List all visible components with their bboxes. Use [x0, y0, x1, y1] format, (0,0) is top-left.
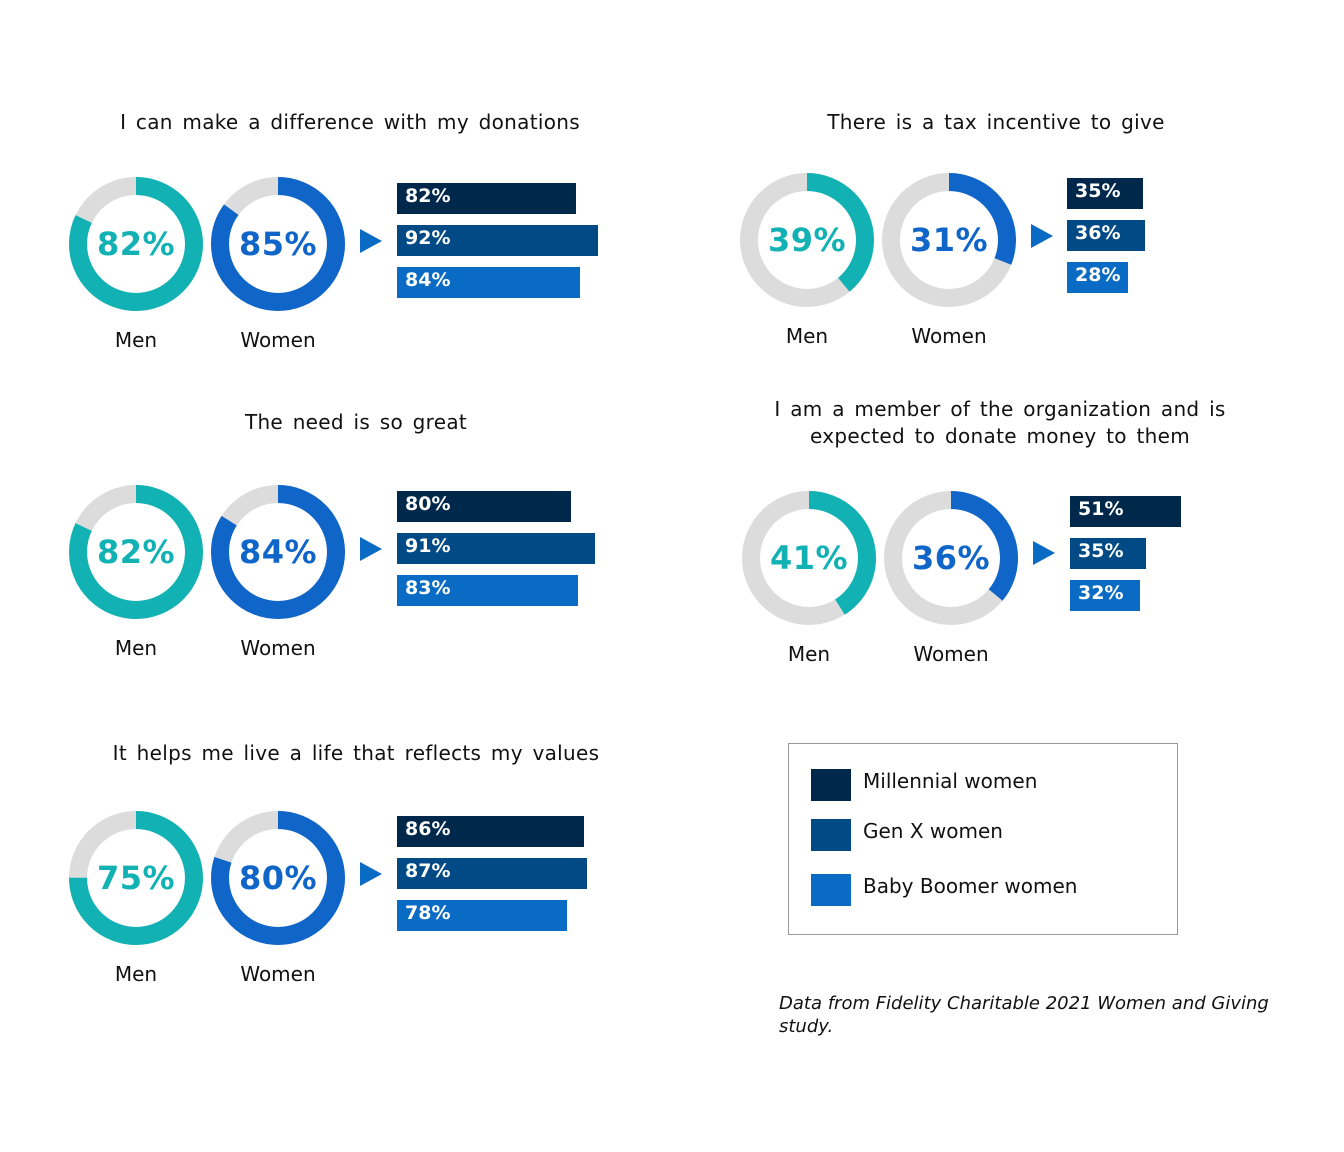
women-donut: 80% Women	[210, 810, 346, 986]
bar-genx: 36%	[1067, 220, 1145, 251]
women-donut-value: 80%	[238, 859, 318, 897]
arrow-icon	[1031, 224, 1053, 248]
women-donut-arc	[211, 177, 345, 311]
bar-label-boomer: 32%	[1078, 582, 1124, 604]
source-note: Data from Fidelity Charitable 2021 Women…	[779, 993, 1269, 1037]
bar-label-boomer: 28%	[1075, 264, 1121, 286]
men-donut-arc	[69, 811, 203, 945]
bar-boomer: 28%	[1067, 262, 1128, 293]
men-donut: 82% Men	[68, 484, 204, 660]
women-donut-arc	[211, 811, 345, 945]
women-donut-label: Women	[240, 636, 316, 660]
women-donut: 85% Women	[210, 176, 346, 352]
women-donut-label: Women	[911, 324, 987, 348]
arrow-icon	[360, 862, 382, 886]
bar-boomer: 84%	[397, 267, 580, 298]
bar-label-boomer: 78%	[405, 902, 451, 924]
bar-label-genx: 35%	[1078, 540, 1124, 562]
bar-millennial: 82%	[397, 183, 576, 214]
women-donut: 36% Women	[883, 490, 1019, 666]
bar-millennial: 80%	[397, 491, 571, 522]
legend-swatch	[811, 819, 851, 851]
bar-genx: 92%	[397, 225, 598, 256]
bar-label-millennial: 80%	[405, 493, 451, 515]
men-donut-arc	[742, 491, 876, 625]
men-donut-value: 41%	[769, 539, 849, 577]
bar-label-millennial: 51%	[1078, 498, 1124, 520]
legend-label: Millennial women	[863, 769, 1038, 793]
men-donut-label: Men	[114, 962, 158, 986]
men-donut-value: 82%	[96, 225, 176, 263]
legend-label: Baby Boomer women	[863, 874, 1078, 898]
bar-label-genx: 36%	[1075, 222, 1121, 244]
men-donut: 75% Men	[68, 810, 204, 986]
women-donut: 31% Women	[881, 172, 1017, 348]
men-donut-label: Men	[787, 642, 831, 666]
men-donut-label: Men	[114, 328, 158, 352]
bar-label-millennial: 82%	[405, 185, 451, 207]
women-donut-label: Women	[240, 328, 316, 352]
women-donut-label: Women	[240, 962, 316, 986]
panel-title: I am a member of the organization and is…	[774, 397, 1226, 448]
women-donut-value: 84%	[238, 533, 318, 571]
men-donut-label: Men	[785, 324, 829, 348]
arrow-icon	[360, 537, 382, 561]
panel-title: There is a tax incentive to give	[827, 110, 1165, 134]
bar-label-millennial: 35%	[1075, 180, 1121, 202]
men-donut-arc	[740, 173, 874, 307]
legend: Millennial women Gen X women Baby Boomer…	[788, 743, 1178, 935]
legend-swatch	[811, 874, 851, 906]
women-donut-value: 36%	[911, 539, 991, 577]
bar-boomer: 83%	[397, 575, 578, 606]
men-donut-value: 75%	[96, 859, 176, 897]
bar-millennial: 51%	[1070, 496, 1181, 527]
bar-boomer: 78%	[397, 900, 567, 931]
panel-title: The need is so great	[244, 410, 468, 434]
arrow-icon	[1033, 541, 1055, 565]
bar-millennial: 35%	[1067, 178, 1143, 209]
women-donut-label: Women	[913, 642, 989, 666]
bar-genx: 87%	[397, 858, 587, 889]
men-donut-value: 82%	[96, 533, 176, 571]
women-donut-value: 85%	[238, 225, 318, 263]
arrow-icon	[360, 229, 382, 253]
men-donut: 39% Men	[739, 172, 875, 348]
bar-label-boomer: 83%	[405, 577, 451, 599]
panel-title: I can make a difference with my donation…	[120, 110, 580, 134]
women-donut: 84% Women	[210, 484, 346, 660]
men-donut-value: 39%	[767, 221, 847, 259]
men-donut-arc	[69, 177, 203, 311]
bar-boomer: 32%	[1070, 580, 1140, 611]
panel-title: It helps me live a life that reflects my…	[112, 741, 600, 765]
men-donut-label: Men	[114, 636, 158, 660]
women-donut-arc	[882, 173, 1016, 307]
bar-genx: 91%	[397, 533, 595, 564]
bar-label-boomer: 84%	[405, 269, 451, 291]
bar-label-genx: 87%	[405, 860, 451, 882]
men-donut: 82% Men	[68, 176, 204, 352]
bar-label-millennial: 86%	[405, 818, 451, 840]
bar-genx: 35%	[1070, 538, 1146, 569]
men-donut-arc	[69, 485, 203, 619]
men-donut: 41% Men	[741, 490, 877, 666]
legend-label: Gen X women	[863, 819, 1003, 843]
women-donut-value: 31%	[909, 221, 989, 259]
bar-millennial: 86%	[397, 816, 584, 847]
bar-label-genx: 92%	[405, 227, 451, 249]
women-donut-arc	[211, 485, 345, 619]
women-donut-arc	[884, 491, 1018, 625]
legend-swatch	[811, 769, 851, 801]
bar-label-genx: 91%	[405, 535, 451, 557]
